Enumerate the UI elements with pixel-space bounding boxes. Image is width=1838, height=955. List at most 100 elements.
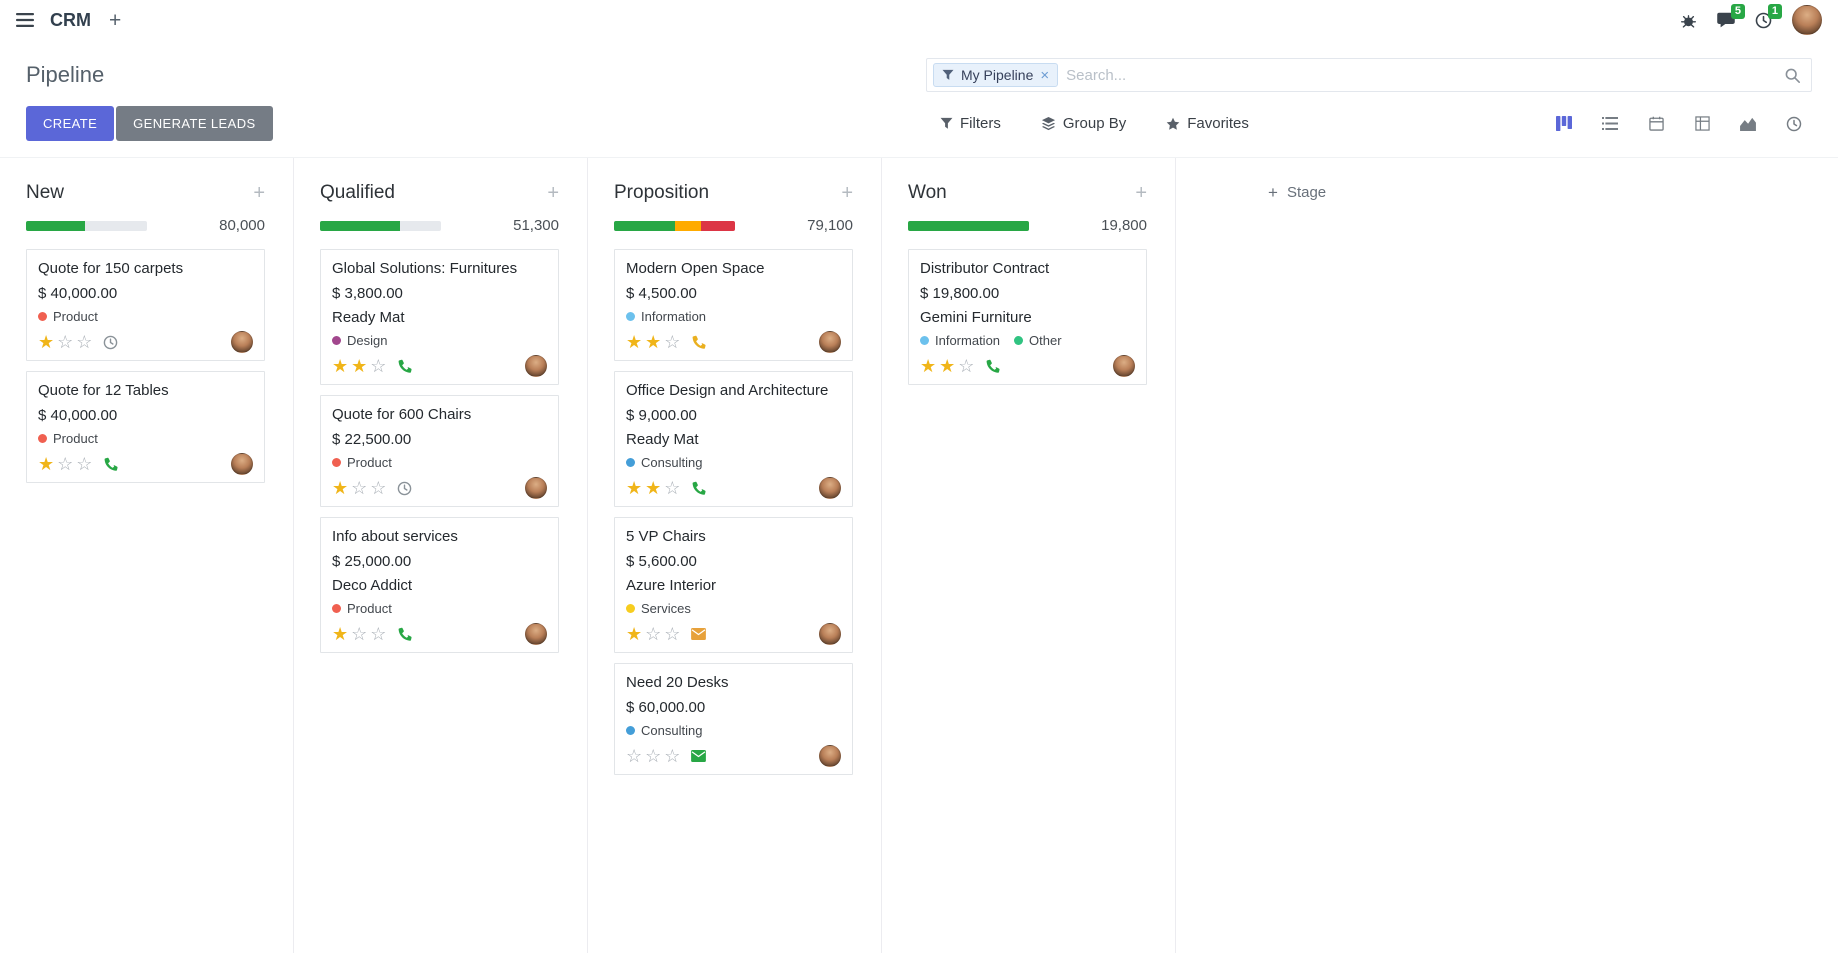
- kanban-card[interactable]: Quote for 12 Tables $ 40,000.00 Product …: [26, 371, 265, 483]
- salesperson-avatar: [525, 623, 547, 645]
- priority-stars[interactable]: ★★☆: [920, 356, 978, 376]
- priority-stars[interactable]: ★☆☆: [38, 454, 96, 474]
- search-bar[interactable]: My Pipeline ×: [926, 58, 1812, 92]
- kanban-column-won: Won + 19,800 Distributor Contract $ 19,8…: [882, 158, 1176, 953]
- tag-label: Information: [935, 333, 1001, 348]
- column-quick-create-icon[interactable]: +: [547, 182, 559, 204]
- activity-clock-icon[interactable]: [397, 481, 412, 496]
- search-magnifier-icon[interactable]: [1784, 67, 1801, 84]
- activity-phone-icon[interactable]: [691, 481, 706, 496]
- facet-remove-icon[interactable]: ×: [1040, 66, 1050, 84]
- kanban-card[interactable]: Office Design and Architecture $ 9,000.0…: [614, 371, 853, 507]
- salesperson-avatar: [819, 331, 841, 353]
- card-title: Quote for 150 carpets: [38, 260, 184, 277]
- list-view-icon[interactable]: [1592, 109, 1628, 139]
- kanban-card[interactable]: Global Solutions: Furnitures $ 3,800.00 …: [320, 249, 559, 385]
- kanban-card[interactable]: Quote for 150 carpets $ 40,000.00 Produc…: [26, 249, 265, 361]
- kanban-card[interactable]: Distributor Contract $ 19,800.00 Gemini …: [908, 249, 1147, 385]
- activity-email-icon[interactable]: [691, 628, 707, 640]
- generate-leads-button[interactable]: GENERATE LEADS: [116, 106, 273, 141]
- apps-menu-icon[interactable]: [16, 13, 34, 27]
- priority-stars[interactable]: ★☆☆: [626, 624, 684, 644]
- debug-bug-icon[interactable]: [1680, 12, 1697, 29]
- tag: Information: [626, 309, 706, 324]
- salesperson-avatar: [819, 623, 841, 645]
- kanban-view-icon[interactable]: [1546, 109, 1582, 139]
- tag-color-dot: [332, 604, 341, 613]
- search-facet-label: My Pipeline: [961, 67, 1034, 83]
- filters-button[interactable]: Filters: [940, 115, 1001, 132]
- kanban-card[interactable]: 5 VP Chairs $ 5,600.00 Azure Interior Se…: [614, 517, 853, 653]
- tag-label: Services: [641, 601, 691, 616]
- priority-stars[interactable]: ★★☆: [626, 332, 684, 352]
- card-partner: Gemini Furniture: [920, 309, 1032, 326]
- search-input[interactable]: [1066, 66, 1776, 84]
- activity-phone-icon[interactable]: [985, 359, 1000, 374]
- favorites-button[interactable]: Favorites: [1166, 115, 1249, 132]
- column-title: Won: [908, 182, 947, 203]
- card-title: Global Solutions: Furnitures: [332, 260, 518, 277]
- user-avatar[interactable]: [1792, 5, 1822, 35]
- priority-stars[interactable]: ★★☆: [626, 478, 684, 498]
- tag-color-dot: [38, 434, 47, 443]
- layers-icon: [1041, 116, 1056, 131]
- column-quick-create-icon[interactable]: +: [841, 182, 853, 204]
- column-quick-create-icon[interactable]: +: [1135, 182, 1147, 204]
- favorites-star-icon: [1166, 117, 1180, 131]
- salesperson-avatar: [525, 355, 547, 377]
- tag-color-dot: [332, 336, 341, 345]
- card-title: 5 VP Chairs: [626, 528, 706, 545]
- tag-label: Product: [347, 455, 392, 470]
- tag: Services: [626, 601, 691, 616]
- priority-stars[interactable]: ☆☆☆: [626, 746, 684, 766]
- activity-phone-icon[interactable]: [691, 335, 706, 350]
- column-progressbar[interactable]: [320, 220, 441, 231]
- activity-phone-icon[interactable]: [103, 457, 118, 472]
- column-progressbar[interactable]: [614, 220, 735, 231]
- column-progressbar[interactable]: [26, 220, 147, 231]
- tag: Information: [920, 333, 1000, 348]
- kanban-card[interactable]: Need 20 Desks $ 60,000.00 Consulting ☆☆☆: [614, 663, 853, 775]
- activity-phone-icon[interactable]: [397, 627, 412, 642]
- app-name[interactable]: CRM: [50, 9, 91, 30]
- view-switcher: [1546, 109, 1812, 139]
- tag: Product: [332, 601, 392, 616]
- tag-color-dot: [626, 726, 635, 735]
- pivot-view-icon[interactable]: [1684, 109, 1720, 139]
- add-menu-icon[interactable]: +: [109, 8, 122, 32]
- activity-clock-icon[interactable]: [103, 335, 118, 350]
- tag-color-dot: [920, 336, 929, 345]
- card-title: Office Design and Architecture: [626, 382, 829, 399]
- card-amount: $ 40,000.00: [38, 407, 118, 424]
- create-button[interactable]: CREATE: [26, 106, 115, 141]
- activities-clock-icon[interactable]: 1: [1755, 3, 1782, 29]
- column-title: Proposition: [614, 182, 710, 203]
- priority-stars[interactable]: ★☆☆: [332, 478, 390, 498]
- filters-funnel-icon: [940, 117, 953, 130]
- priority-stars[interactable]: ★★☆: [332, 356, 390, 376]
- activity-email-icon[interactable]: [691, 750, 707, 762]
- salesperson-avatar: [525, 477, 547, 499]
- tag-color-dot: [1014, 336, 1024, 345]
- column-progressbar[interactable]: [908, 220, 1029, 231]
- priority-stars[interactable]: ★☆☆: [332, 624, 390, 644]
- calendar-view-icon[interactable]: [1638, 109, 1674, 139]
- activity-view-icon[interactable]: [1776, 109, 1812, 139]
- group-by-button[interactable]: Group By: [1041, 115, 1126, 132]
- tag-label: Product: [53, 309, 98, 324]
- kanban-card[interactable]: Quote for 600 Chairs $ 22,500.00 Product…: [320, 395, 559, 507]
- card-partner: Azure Interior: [626, 577, 717, 594]
- kanban-card[interactable]: Modern Open Space $ 4,500.00 Information…: [614, 249, 853, 361]
- card-amount: $ 22,500.00: [332, 431, 412, 448]
- activity-phone-icon[interactable]: [397, 359, 412, 374]
- column-quick-create-icon[interactable]: +: [253, 182, 265, 204]
- control-panel: Pipeline My Pipeline × CREATE GENERATE L…: [0, 40, 1838, 158]
- messages-icon[interactable]: 5: [1717, 4, 1745, 28]
- tag-color-dot: [332, 458, 341, 467]
- tag: Product: [38, 309, 98, 324]
- kanban-card[interactable]: Info about services $ 25,000.00 Deco Add…: [320, 517, 559, 653]
- priority-stars[interactable]: ★☆☆: [38, 332, 96, 352]
- column-total: 80,000: [219, 217, 265, 234]
- add-stage-button[interactable]: + Stage: [1268, 183, 1327, 202]
- graph-view-icon[interactable]: [1730, 109, 1766, 139]
